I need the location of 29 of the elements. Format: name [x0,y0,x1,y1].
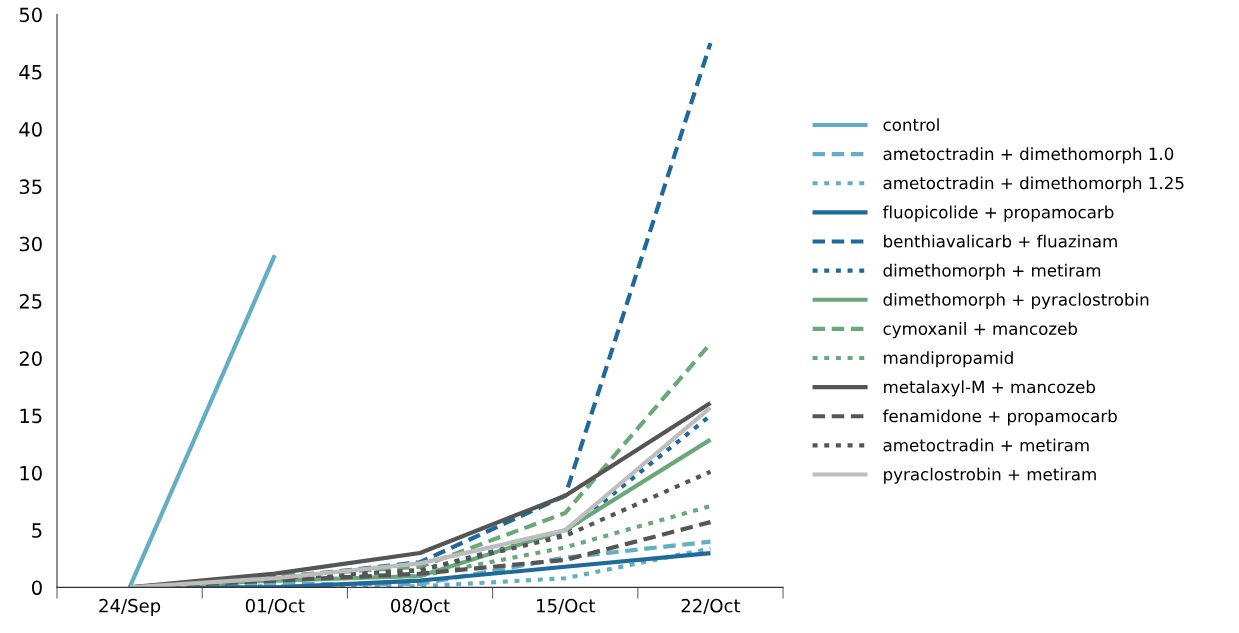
legend-label: fluopicolide + propamocarb [882,205,1114,222]
y-tick-label: 5 [32,523,42,538]
x-tick-label: 15/Oct [537,598,595,614]
legend-label: mandipropamid [884,351,1013,368]
legend-label: cymoxanil + mancozeb [883,322,1078,339]
legend-label: pyraclostrobin + metiram [884,467,1096,484]
x-tick-label: 01/Oct [245,598,305,614]
x-tick-label: 24/Sep [99,598,161,617]
legend-label: ametoctradin + metiram [883,438,1089,452]
y-tick-label: 30 [19,236,42,252]
y-tick-label: 50 [19,7,42,23]
y-tick-label: 10 [20,465,42,481]
y-tick-label: 25 [19,293,42,309]
legend-label: ametoctradin + dimethomorph 1.0 [883,147,1174,164]
legend-label: dimethomorph + pyraclostrobin [883,292,1149,310]
legend-label: control [883,118,939,132]
legend-label: fenamidone + propamocarb [882,409,1117,426]
y-tick-label: 15 [20,408,42,424]
y-tick-label: 45 [19,65,42,80]
y-tick-label: 20 [19,351,42,366]
y-tick-label: 0 [32,580,42,596]
legend-label: benthiavalicarb + fluazinam [884,234,1117,248]
legend-label: dimethomorph + metiram [883,263,1101,280]
x-tick-label: 22/Oct [681,598,741,614]
x-tick-label: 08/Oct [391,598,450,614]
legend-label: metalaxyl-M + mancozeb [884,380,1096,397]
y-tick-label: 35 [19,179,42,195]
legend-label: ametoctradin + dimethomorph 1.25 [883,176,1184,193]
y-tick-label: 40 [19,122,42,137]
